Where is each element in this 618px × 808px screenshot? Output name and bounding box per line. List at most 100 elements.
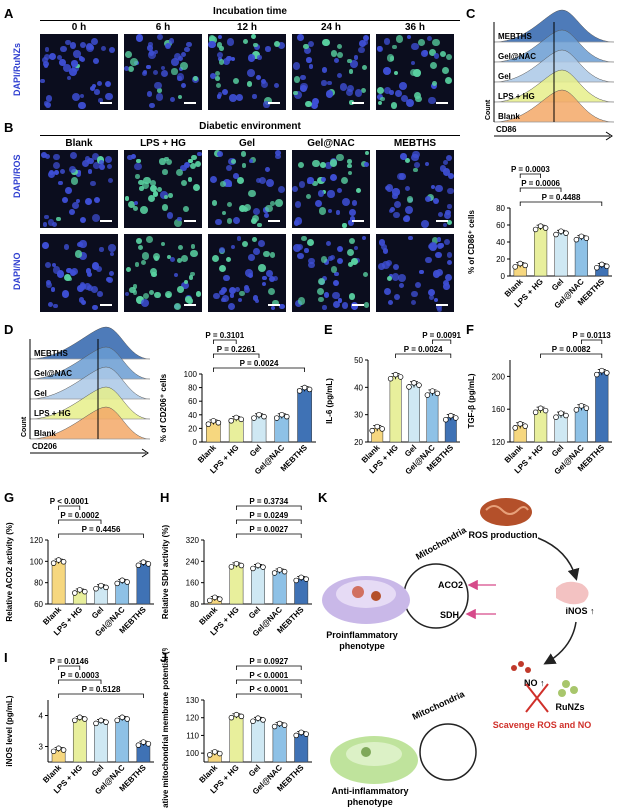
- panel-b-tile-r0-c3: [292, 150, 370, 228]
- k-anti-label: Anti-inflammatory: [331, 786, 408, 796]
- y-tick-label: 20: [354, 438, 363, 447]
- panel-label-d: D: [4, 322, 14, 337]
- data-point: [261, 413, 267, 420]
- scale-bar: [100, 220, 112, 222]
- data-point: [212, 594, 218, 601]
- y-tick-label: 80: [34, 579, 43, 588]
- bar-lps-hg: [72, 718, 87, 763]
- data-point: [233, 711, 240, 718]
- arrowhead: [605, 131, 613, 141]
- k-pro2-label: phenotype: [339, 641, 385, 651]
- panel-b-group-header-3: Gel@NAC: [307, 138, 355, 149]
- bar-gel: [408, 384, 420, 443]
- y-tick-label: 4: [39, 712, 44, 721]
- y-tick-label: 100: [184, 370, 198, 379]
- data-point: [281, 722, 288, 728]
- scale-bar: [436, 102, 448, 104]
- k-inos-label: iNOS ↑: [565, 606, 594, 616]
- data-point: [578, 403, 585, 409]
- y-axis-label: TGF-β (pg/mL): [467, 373, 476, 428]
- y-tick-label: 40: [188, 411, 197, 420]
- histogram-marker-label: CD206: [32, 442, 57, 451]
- p-value-label: P = 0.4488: [542, 193, 581, 202]
- data-point: [260, 564, 266, 570]
- significance-bracket: [58, 505, 81, 510]
- y-tick-label: 20: [188, 424, 197, 433]
- panel-label-a: A: [4, 6, 14, 21]
- y-tick-label: 160: [492, 405, 506, 414]
- data-point: [251, 415, 257, 421]
- panel-b-group-header-4: MEBTHS: [393, 138, 437, 149]
- y-tick-label: 120: [186, 714, 200, 723]
- data-point: [558, 410, 564, 416]
- data-point: [217, 596, 223, 602]
- data-point: [140, 559, 147, 565]
- bar-lps-hg: [389, 376, 402, 443]
- data-point: [271, 723, 278, 730]
- data-point: [284, 413, 290, 420]
- data-point: [98, 582, 104, 589]
- x-tick-label: Gel: [90, 605, 105, 620]
- data-point: [594, 264, 600, 271]
- data-point: [238, 562, 245, 569]
- data-point: [50, 748, 57, 755]
- data-point: [250, 565, 256, 572]
- significance-bracket: [58, 679, 102, 684]
- x-tick-label: Gel: [247, 605, 262, 620]
- panel-a-time-header-0: 0 h: [71, 22, 87, 33]
- y-tick-label: 160: [186, 579, 200, 588]
- arrow-inos-no: [543, 621, 577, 665]
- panel-a-time-header-1: 6 h: [155, 22, 171, 33]
- histogram-label-2: Gel: [34, 389, 47, 398]
- data-point: [98, 717, 104, 724]
- significance-bracket: [58, 519, 102, 524]
- bar-lps-hg: [229, 715, 244, 763]
- histogram-count-label: Count: [21, 416, 28, 437]
- significance-bracket: [213, 339, 237, 344]
- bar-gel-nac: [272, 570, 287, 605]
- significance-bracket: [236, 679, 302, 684]
- data-point: [453, 415, 459, 421]
- panel-a-divider: [40, 20, 460, 21]
- bar-gel-nac: [574, 237, 588, 277]
- bar-gel: [94, 721, 108, 763]
- panel-b-tile-r0-c0: [40, 150, 118, 228]
- significance-bracket: [432, 339, 452, 344]
- y-tick-label: 120: [30, 536, 44, 545]
- data-point: [124, 579, 130, 585]
- panel-a-time-header-2: 12 h: [236, 22, 257, 33]
- histogram-label-4: Blank: [34, 429, 56, 438]
- histogram-label-0: MEBTHS: [34, 349, 68, 358]
- data-point: [238, 713, 245, 720]
- significance-bracket: [236, 693, 302, 698]
- data-point: [217, 750, 223, 757]
- panel-label-f: F: [466, 322, 474, 337]
- panel-b-title: Diabetic environment: [199, 121, 301, 132]
- scale-bar: [100, 102, 112, 104]
- data-point: [114, 580, 120, 587]
- significance-bracket: [58, 665, 81, 670]
- data-point: [411, 380, 417, 386]
- x-tick-label: Gel: [90, 763, 105, 778]
- significance-bracket: [395, 353, 452, 358]
- y-axis-label: iNOS level (pg/mL): [5, 695, 14, 766]
- y-tick-label: 100: [186, 749, 200, 758]
- histogram-curve-2: [29, 366, 151, 400]
- y-tick-label: 20: [496, 255, 505, 264]
- p-value-label: P = 0.0113: [572, 331, 611, 340]
- data-point: [374, 423, 380, 430]
- data-point: [250, 718, 256, 724]
- data-point: [424, 392, 431, 398]
- data-point: [255, 715, 261, 721]
- data-point: [532, 409, 539, 416]
- histogram-curve-3: [29, 386, 151, 420]
- data-point: [512, 425, 518, 431]
- panel-a-title: Incubation time: [213, 6, 287, 17]
- data-point: [512, 264, 518, 270]
- data-point: [233, 560, 240, 567]
- histogram-label-4: Blank: [498, 112, 520, 121]
- data-point: [215, 420, 222, 426]
- p-value-label: P = 0.0927: [249, 657, 288, 666]
